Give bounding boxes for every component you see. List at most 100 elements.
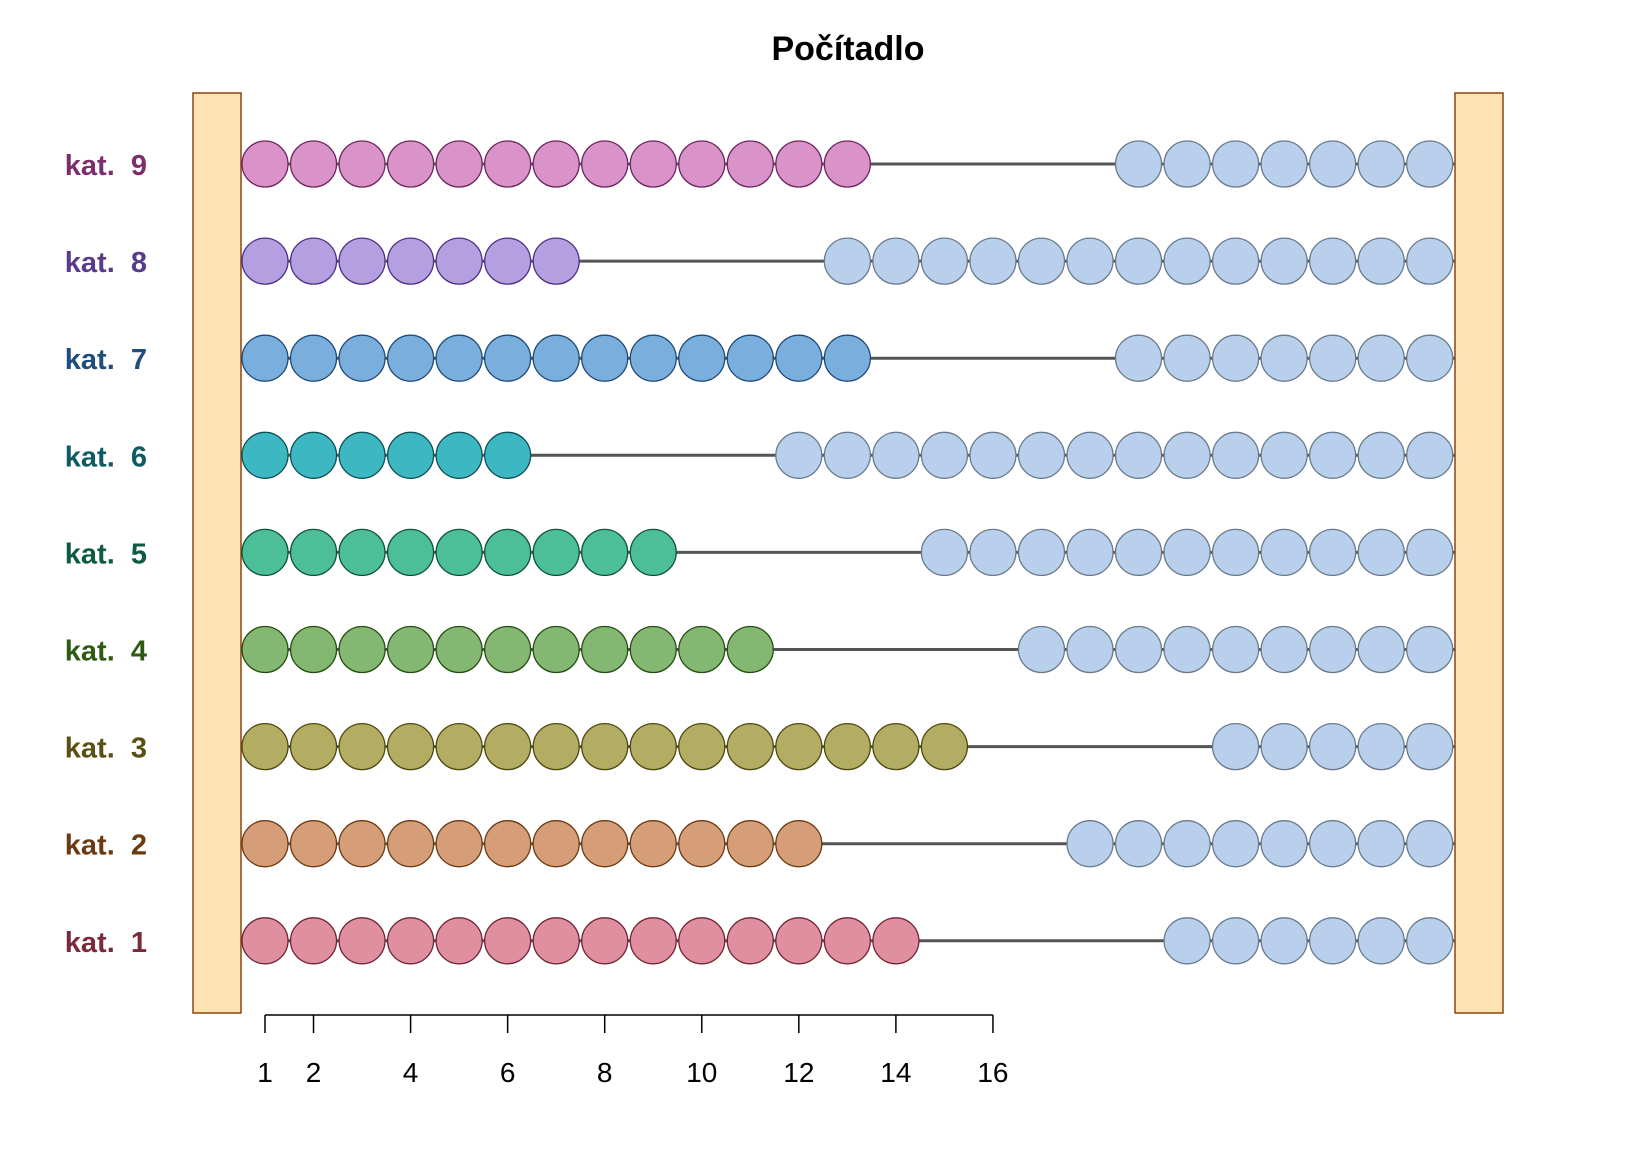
- counted-bead: [241, 334, 289, 382]
- abacus-row: kat. 6: [65, 431, 1455, 479]
- remaining-bead: [872, 237, 920, 285]
- remaining-bead: [1309, 820, 1357, 868]
- counted-bead: [241, 237, 289, 285]
- counted-bead: [775, 722, 823, 771]
- counted-bead: [823, 722, 872, 771]
- remaining-bead: [1066, 625, 1114, 674]
- remaining-bead: [1406, 917, 1454, 965]
- remaining-bead: [1260, 820, 1308, 868]
- counted-bead: [241, 528, 289, 577]
- remaining-bead: [1066, 431, 1114, 479]
- counted-bead: [483, 820, 532, 868]
- row-label: kat. 8: [65, 247, 147, 279]
- counted-bead: [435, 431, 483, 479]
- remaining-bead: [1406, 431, 1454, 479]
- counted-bead: [483, 334, 532, 382]
- remaining-bead: [1260, 334, 1308, 382]
- counted-bead: [386, 820, 435, 868]
- counted-bead: [289, 722, 338, 771]
- counted-bead: [629, 917, 677, 965]
- counted-bead: [289, 237, 338, 285]
- remaining-bead: [1066, 528, 1114, 577]
- abacus-row: kat. 2: [65, 820, 1455, 868]
- remaining-bead: [1406, 820, 1454, 868]
- counted-bead: [386, 528, 435, 577]
- counted-bead: [775, 140, 823, 188]
- counted-bead: [581, 334, 629, 382]
- remaining-bead: [1406, 140, 1454, 188]
- counted-bead: [483, 237, 532, 285]
- remaining-bead: [1114, 237, 1163, 285]
- remaining-bead: [1357, 528, 1405, 577]
- counted-bead: [386, 722, 435, 771]
- counted-bead: [435, 917, 483, 965]
- remaining-bead: [1260, 431, 1308, 479]
- counted-bead: [823, 140, 872, 188]
- remaining-bead: [1309, 722, 1357, 771]
- remaining-bead: [823, 237, 872, 285]
- counted-bead: [629, 722, 677, 771]
- row-label: kat. 4: [65, 636, 147, 668]
- remaining-bead: [1357, 140, 1405, 188]
- remaining-bead: [1017, 237, 1066, 285]
- x-tick-label: 2: [306, 1057, 322, 1088]
- counted-bead: [629, 625, 677, 674]
- x-tick-label: 1: [257, 1057, 273, 1088]
- counted-bead: [435, 722, 483, 771]
- remaining-bead: [1406, 334, 1454, 382]
- counted-bead: [289, 917, 338, 965]
- counted-bead: [581, 820, 629, 868]
- remaining-bead: [1309, 528, 1357, 577]
- remaining-bead: [1114, 140, 1163, 188]
- counted-bead: [338, 722, 386, 771]
- counted-bead: [629, 334, 677, 382]
- remaining-bead: [1211, 237, 1260, 285]
- counted-bead: [532, 917, 580, 965]
- remaining-bead: [1114, 528, 1163, 577]
- counted-bead: [629, 140, 677, 188]
- counted-bead: [581, 722, 629, 771]
- remaining-bead: [1163, 820, 1211, 868]
- remaining-bead: [1309, 334, 1357, 382]
- counted-bead: [241, 820, 289, 868]
- counted-bead: [532, 528, 580, 577]
- remaining-bead: [1017, 625, 1066, 674]
- counted-bead: [483, 625, 532, 674]
- abacus-row: kat. 3: [65, 722, 1455, 771]
- remaining-bead: [920, 237, 969, 285]
- counted-bead: [289, 140, 338, 188]
- remaining-bead: [1114, 431, 1163, 479]
- remaining-bead: [1163, 431, 1211, 479]
- counted-bead: [338, 237, 386, 285]
- row-label: kat. 5: [65, 538, 147, 570]
- counted-bead: [289, 431, 338, 479]
- remaining-bead: [1406, 625, 1454, 674]
- remaining-bead: [1309, 917, 1357, 965]
- remaining-bead: [1211, 528, 1260, 577]
- remaining-bead: [1211, 917, 1260, 965]
- x-tick-label: 6: [500, 1057, 516, 1088]
- counted-bead: [435, 237, 483, 285]
- counted-bead: [678, 820, 726, 868]
- abacus-row: kat. 7: [65, 334, 1455, 382]
- remaining-bead: [1357, 917, 1405, 965]
- remaining-bead: [1357, 722, 1405, 771]
- remaining-bead: [1163, 917, 1211, 965]
- counted-bead: [823, 917, 872, 965]
- remaining-bead: [1406, 722, 1454, 771]
- counted-bead: [775, 820, 823, 868]
- remaining-bead: [1017, 431, 1066, 479]
- counted-bead: [338, 528, 386, 577]
- counted-bead: [338, 140, 386, 188]
- row-label: kat. 9: [65, 150, 147, 182]
- abacus-row: kat. 8: [65, 237, 1455, 285]
- counted-bead: [678, 722, 726, 771]
- remaining-bead: [1114, 625, 1163, 674]
- remaining-bead: [969, 237, 1017, 285]
- counted-bead: [241, 722, 289, 771]
- remaining-bead: [872, 431, 920, 479]
- remaining-bead: [1357, 334, 1405, 382]
- remaining-bead: [1309, 431, 1357, 479]
- counted-bead: [581, 625, 629, 674]
- remaining-bead: [1260, 528, 1308, 577]
